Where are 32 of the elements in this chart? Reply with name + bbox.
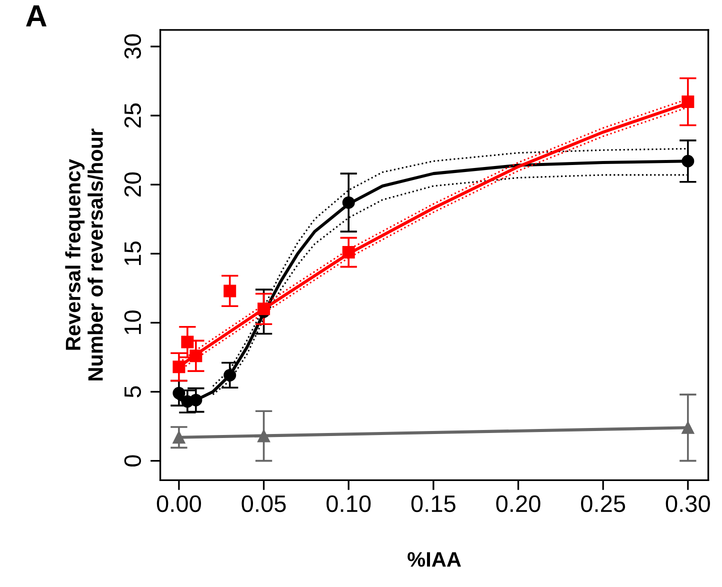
point bbox=[258, 430, 270, 442]
y-tick-label: 20 bbox=[124, 172, 142, 197]
x-axis-title: %IAA bbox=[408, 552, 461, 567]
point bbox=[181, 336, 194, 348]
point bbox=[682, 421, 694, 434]
text: A bbox=[26, 5, 47, 26]
point bbox=[682, 154, 694, 168]
x-tick-label: 0.05 bbox=[242, 495, 286, 512]
point bbox=[190, 394, 202, 406]
x-tick-label: 0.25 bbox=[581, 495, 626, 512]
point bbox=[224, 368, 236, 382]
point bbox=[258, 302, 270, 316]
x-tick-label: 0.30 bbox=[666, 495, 710, 512]
x-tick-label: 0.15 bbox=[411, 495, 456, 512]
point bbox=[224, 284, 236, 298]
y-tick-label: 0 bbox=[124, 455, 142, 466]
x-tick-label: 0.10 bbox=[326, 495, 371, 512]
x-tick-label: 0.20 bbox=[496, 495, 540, 512]
point bbox=[172, 431, 186, 444]
point bbox=[342, 196, 355, 209]
y-tick-label: 30 bbox=[124, 34, 142, 59]
point bbox=[342, 246, 355, 259]
point bbox=[172, 360, 186, 374]
point bbox=[190, 350, 202, 362]
x-tick-label: 0.00 bbox=[156, 495, 201, 512]
y-tick-label: 15 bbox=[124, 242, 142, 265]
y-axis-title: Reversal frequency Number of reversals/hour bbox=[65, 128, 104, 380]
y-tick-label: 10 bbox=[124, 310, 142, 334]
y-tick-label: 5 bbox=[124, 386, 142, 398]
point bbox=[172, 386, 186, 400]
point bbox=[682, 96, 694, 108]
y-tick-label: 25 bbox=[124, 103, 142, 128]
